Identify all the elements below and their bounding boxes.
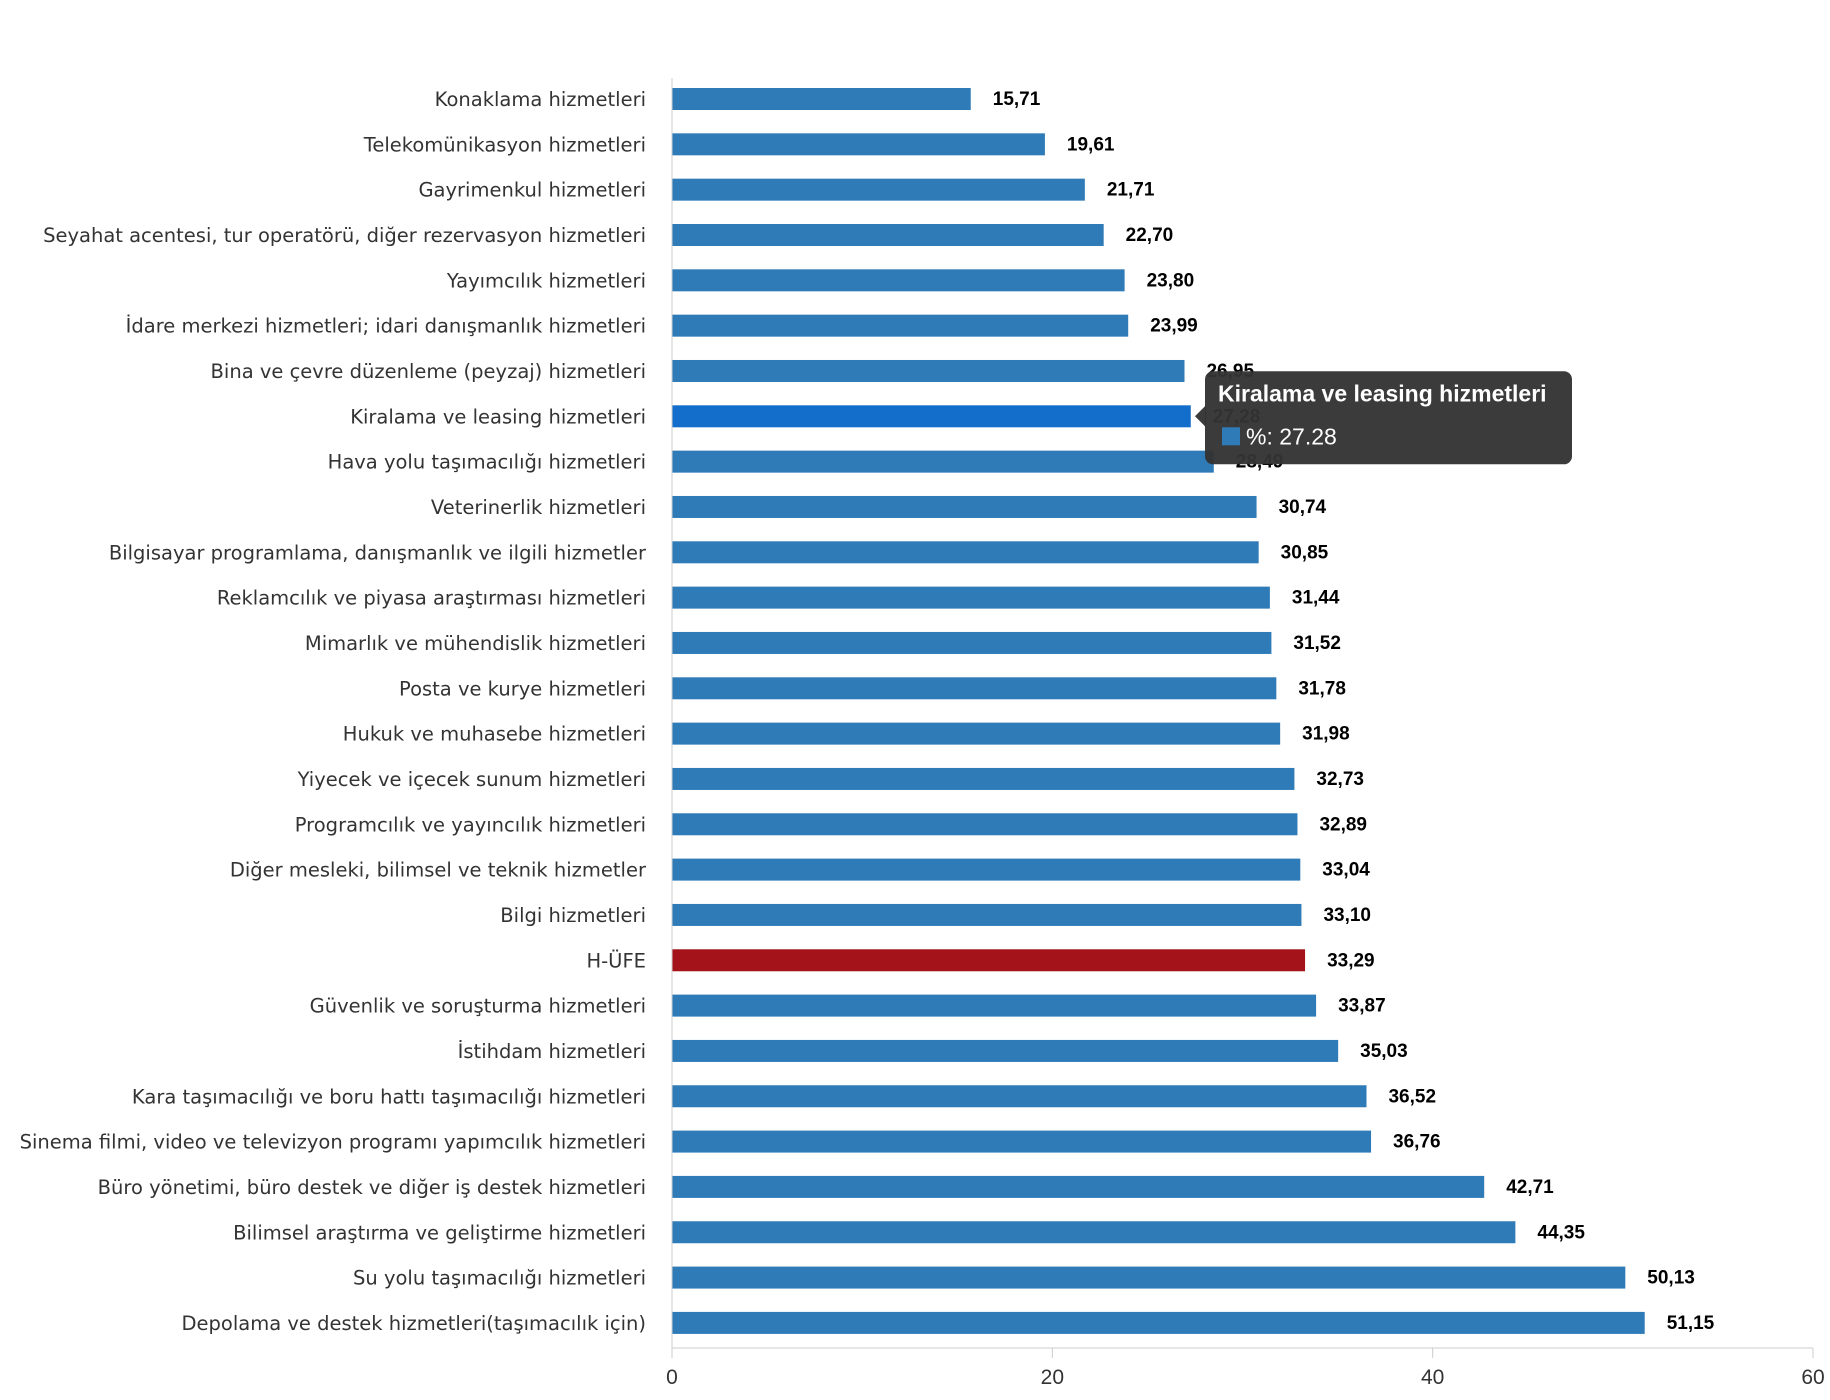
data-label: 31,78	[1298, 678, 1346, 699]
bar[interactable]	[672, 631, 1272, 654]
bars-layer: Konaklama hizmetleri 15,71 Telekomünikasyo…	[20, 88, 1715, 1335]
data-label: 31,44	[1292, 588, 1340, 609]
data-label: 23,99	[1150, 316, 1198, 337]
category-label: Büro yönetimi, büro destek ve diğer iş d…	[98, 1176, 646, 1199]
category-label: Yiyecek ve içecek sunum hizmetleri	[297, 768, 646, 791]
data-label: 21,71	[1107, 180, 1155, 201]
bar[interactable]	[672, 495, 1257, 518]
category-label: Depolama ve destek hizmetleri(taşımacılı…	[182, 1312, 646, 1335]
bar[interactable]	[672, 1175, 1485, 1198]
bar[interactable]	[672, 813, 1298, 836]
data-label: 33,87	[1338, 996, 1386, 1017]
bar[interactable]	[672, 314, 1129, 337]
bar[interactable]	[672, 178, 1085, 201]
data-label: 33,04	[1322, 860, 1370, 881]
bar[interactable]	[672, 677, 1277, 700]
data-label: 44,35	[1537, 1222, 1585, 1243]
category-label: Hukuk ve muhasebe hizmetleri	[343, 723, 646, 746]
bar[interactable]	[672, 541, 1259, 564]
tooltip: Kiralama ve leasing hizmetleri %: 27.28	[1195, 371, 1572, 465]
category-label: Bina ve çevre düzenleme (peyzaj) hizmetl…	[211, 360, 646, 383]
category-label: Kara taşımacılığı ve boru hattı taşımacı…	[132, 1085, 646, 1108]
data-label: 15,71	[993, 89, 1041, 110]
bar[interactable]	[672, 450, 1214, 473]
category-label: Güvenlik ve soruşturma hizmetleri	[310, 995, 646, 1018]
bar[interactable]	[672, 359, 1185, 382]
bar[interactable]	[672, 1221, 1516, 1244]
data-label: 32,73	[1316, 769, 1364, 790]
category-label: Konaklama hizmetleri	[435, 88, 646, 111]
category-label: Reklamcılık ve piyasa araştırması hizmet…	[217, 587, 646, 610]
category-label: Mimarlık ve mühendislik hizmetleri	[305, 632, 646, 655]
bar[interactable]	[672, 1266, 1626, 1289]
category-label: Diğer mesleki, bilimsel ve teknik hizmet…	[230, 859, 647, 882]
tooltip-pointer	[1195, 405, 1206, 428]
data-label: 50,13	[1647, 1268, 1695, 1289]
bar[interactable]	[672, 949, 1306, 972]
tooltip-value: %: 27.28	[1246, 423, 1337, 449]
bar[interactable]	[672, 133, 1045, 156]
category-label: İdare merkezi hizmetleri; idari danışman…	[126, 315, 646, 338]
data-label: 33,10	[1323, 905, 1371, 926]
category-label: Veterinerlik hizmetleri	[431, 496, 646, 519]
data-label: 36,76	[1393, 1132, 1441, 1153]
bar[interactable]	[672, 1130, 1372, 1153]
x-tick-label: 20	[1041, 1366, 1064, 1389]
bar[interactable]	[672, 1311, 1645, 1334]
category-label: Kiralama ve leasing hizmetleri	[350, 405, 646, 428]
bar[interactable]	[672, 858, 1301, 881]
bar[interactable]	[672, 722, 1281, 745]
x-axis: 0 20 40 60	[666, 78, 1825, 1389]
category-label: Bilgisayar programlama, danışmanlık ve i…	[109, 541, 647, 564]
data-label: 33,29	[1327, 950, 1375, 971]
category-label: Gayrimenkul hizmetleri	[418, 179, 646, 202]
category-label: Bilgi hizmetleri	[500, 904, 646, 927]
x-tick-label: 60	[1801, 1366, 1824, 1389]
data-label: 22,70	[1126, 225, 1174, 246]
data-label: 42,71	[1506, 1177, 1554, 1198]
category-label: Posta ve kurye hizmetleri	[399, 677, 646, 700]
bar[interactable]	[672, 223, 1104, 246]
bar[interactable]	[672, 405, 1191, 428]
tooltip-title: Kiralama ve leasing hizmetleri	[1218, 380, 1547, 406]
category-label: İstihdam hizmetleri	[458, 1040, 646, 1063]
data-label: 31,98	[1302, 724, 1350, 745]
bar[interactable]	[672, 1085, 1367, 1108]
data-label: 51,15	[1667, 1313, 1715, 1334]
category-label: Telekomünikasyon hizmetleri	[363, 133, 646, 156]
category-label: Programcılık ve yayıncılık hizmetleri	[295, 813, 646, 836]
data-label: 19,61	[1067, 134, 1115, 155]
category-label: Yayımcılık hizmetleri	[446, 269, 646, 292]
category-label: Hava yolu taşımacılığı hizmetleri	[328, 451, 646, 474]
bar[interactable]	[672, 903, 1302, 926]
bar[interactable]	[672, 88, 971, 110]
category-label: Seyahat acentesi, tur operatörü, diğer r…	[43, 224, 646, 247]
category-label: Sinema filmi, video ve televizyon progra…	[20, 1131, 646, 1154]
bar[interactable]	[672, 994, 1317, 1017]
category-label: H-ÜFE	[586, 949, 646, 972]
bar[interactable]	[672, 1039, 1339, 1062]
data-label: 32,89	[1319, 814, 1367, 835]
category-label: Su yolu taşımacılığı hizmetleri	[353, 1267, 646, 1290]
tooltip-box	[1205, 371, 1572, 465]
data-label: 35,03	[1360, 1041, 1408, 1062]
bar[interactable]	[672, 767, 1295, 790]
bar[interactable]	[672, 586, 1270, 609]
data-label: 30,74	[1279, 497, 1327, 518]
category-label: Bilimsel araştırma ve geliştirme hizmetl…	[233, 1221, 646, 1244]
x-tick-label: 40	[1421, 1366, 1444, 1389]
data-label: 23,80	[1147, 270, 1195, 291]
bar[interactable]	[672, 269, 1125, 292]
tooltip-series-swatch	[1222, 427, 1240, 446]
x-tick-label: 0	[666, 1366, 678, 1389]
data-label: 30,85	[1281, 542, 1329, 563]
data-label: 36,52	[1388, 1086, 1436, 1107]
data-label: 31,52	[1293, 633, 1341, 654]
